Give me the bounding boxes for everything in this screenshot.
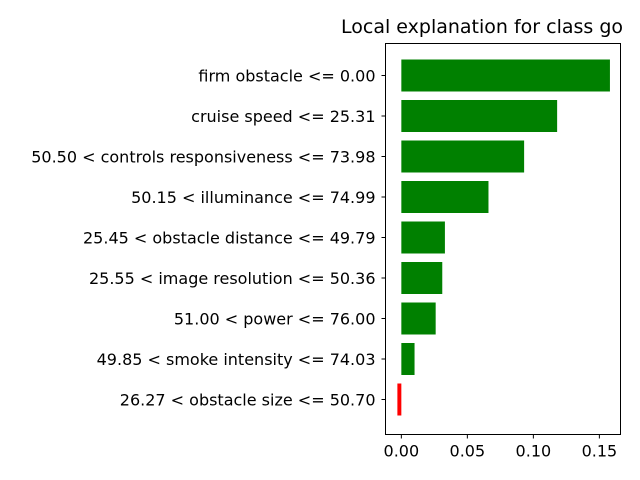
y-tick-labels: firm obstacle <= 0.00 cruise speed <= 25.…: [31, 67, 386, 410]
x-tick-label: 0.10: [516, 442, 552, 461]
bar-3: [401, 140, 525, 173]
bar-4: [401, 181, 489, 213]
bar-7: [401, 302, 436, 335]
x-tick-labels: 0.00 0.05 0.10 0.15: [384, 434, 618, 461]
y-tick-label: 50.50 < controls responsiveness <= 73.98: [31, 148, 375, 167]
y-tick-label: cruise speed <= 25.31: [191, 107, 375, 126]
plot-frame: [385, 43, 621, 435]
bar-5: [401, 221, 445, 254]
bar-8: [401, 343, 415, 375]
x-tick-label: 0.00: [384, 442, 420, 461]
y-tick-label: 25.55 < image resolution <= 50.36: [89, 269, 376, 288]
x-tick-label: 0.05: [450, 442, 486, 461]
y-tick-label: 25.45 < obstacle distance <= 49.79: [83, 229, 376, 248]
y-tick-label: 50.15 < illuminance <= 74.99: [131, 188, 375, 207]
y-tick-label: 26.27 < obstacle size <= 50.70: [120, 391, 376, 410]
y-tick-label: 51.00 < power <= 76.00: [174, 310, 376, 329]
bars-group: [397, 59, 610, 416]
y-tick-label: 49.85 < smoke intensity <= 74.03: [97, 350, 376, 369]
bar-2: [401, 100, 558, 132]
x-tick-label: 0.15: [582, 442, 618, 461]
chart-title: Local explanation for class go: [341, 16, 623, 38]
bar-6: [401, 262, 443, 294]
bar-1: [401, 59, 610, 92]
y-tick-label: firm obstacle <= 0.00: [198, 67, 375, 86]
bar-9: [397, 383, 402, 416]
